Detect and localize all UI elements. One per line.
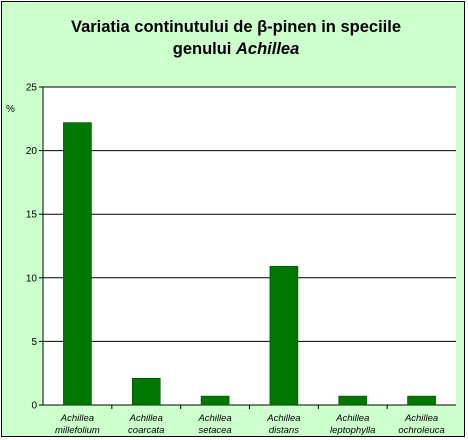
x-category-label-line: ochroleuca [398, 425, 444, 436]
chart-title-line-1: Variatia continutului de β-pinen in spec… [71, 18, 401, 36]
y-tick-label-20: 20 [26, 146, 38, 157]
x-category-label-2: Achillea setacea [197, 413, 231, 436]
x-category-label-line: Achillea [60, 413, 94, 424]
x-category-label-1: Achillea coarcata [128, 413, 164, 436]
bars [63, 122, 436, 406]
y-tick-label-10: 10 [26, 273, 38, 284]
y-tick-label-25: 25 [26, 83, 38, 94]
x-category-label-line: millefolium [55, 425, 100, 436]
bar-4 [338, 395, 368, 406]
plot-area [43, 87, 456, 405]
x-category-label-line: Achillea [197, 413, 231, 424]
y-axis-label: % [6, 104, 15, 115]
x-category-label-line: coarcata [128, 425, 164, 436]
y-tick-label-5: 5 [31, 337, 37, 348]
bar-2 [200, 395, 230, 406]
bar-0 [63, 122, 92, 406]
x-category-label-line: leptophylla [330, 425, 375, 436]
x-category-label-line: Achillea [335, 413, 369, 424]
y-tick-label-0: 0 [31, 401, 37, 412]
y-tick-label-15: 15 [26, 210, 38, 221]
x-category-label-line: Achillea [404, 413, 438, 424]
x-category-label-line: Achillea [129, 413, 163, 424]
x-category-label-3: Achillea distans [266, 413, 300, 436]
x-category-label-line: Achillea [266, 413, 300, 424]
bar-1 [131, 377, 161, 406]
chart-title-genus: Achillea [235, 40, 299, 58]
x-category-label-0: Achillea millefolium [55, 413, 100, 436]
axes [39, 86, 456, 409]
gridlines [43, 86, 456, 342]
chart-title-line-2: genului Achillea [173, 40, 300, 58]
x-category-label-line: distans [269, 425, 299, 436]
x-category-label-line: setacea [198, 425, 231, 436]
bar-3 [269, 266, 299, 406]
chart-title-prefix: genului [173, 40, 236, 58]
bar-5 [407, 395, 436, 406]
x-category-label-5: Achillea ochroleuca [398, 413, 444, 436]
x-category-label-4: Achillea leptophylla [330, 413, 375, 436]
